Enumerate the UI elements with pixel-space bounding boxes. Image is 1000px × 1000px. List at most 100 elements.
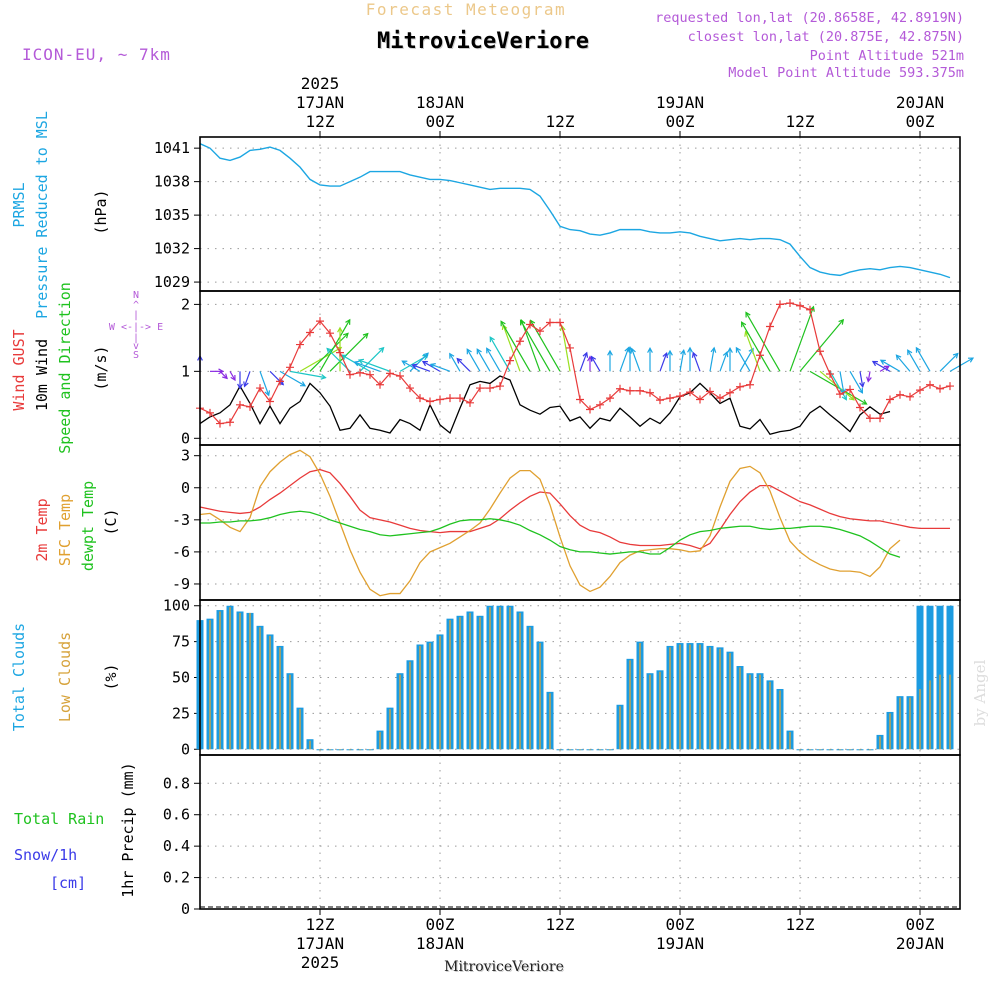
- pressure-panel-labels: PRMSL Pressure Reduced to MSL (hPa): [10, 111, 110, 319]
- wind-arrow-shaft: [358, 359, 391, 372]
- wind-arrow-head: [866, 376, 872, 383]
- wind-arrow-shaft: [449, 353, 461, 372]
- wind-arrow-head: [727, 346, 733, 353]
- top-x-label: 12Z: [306, 112, 335, 131]
- gust-marker: [696, 395, 704, 404]
- low-cloud-bar: [299, 709, 301, 750]
- watermark: by Angel: [971, 659, 989, 726]
- panel-1: 0 1 2: [181, 290, 975, 447]
- low-cloud-bar: [319, 749, 321, 751]
- low-cloud-bar: [729, 653, 731, 750]
- low-cloud-bar: [479, 617, 481, 750]
- wind-arrow-head: [456, 357, 463, 364]
- y-tick-label: 0: [181, 900, 190, 918]
- wind-arrow: [679, 349, 686, 372]
- wind-arrow-head: [486, 347, 492, 354]
- wind-arrow-head: [429, 363, 436, 369]
- wind-arrow-shaft: [799, 319, 844, 372]
- wind-arrow: [501, 323, 521, 372]
- y-tick-label: 1029: [154, 273, 190, 291]
- wind-arrow: [607, 349, 613, 372]
- gust-marker: [536, 327, 544, 336]
- wind-arrow: [949, 357, 975, 372]
- wind-arrow-shaft: [319, 319, 351, 372]
- wind-arrow-shaft: [289, 370, 326, 379]
- wind-arrow-shaft: [907, 349, 921, 372]
- low-cloud-bar: [679, 644, 681, 750]
- compass-down: v: [133, 341, 139, 352]
- wind-arrow-shaft: [745, 331, 761, 372]
- wind-arrow-head: [624, 346, 630, 353]
- low-cloud-bar: [739, 667, 741, 750]
- gust-marker: [766, 322, 774, 331]
- wind-arrow-shaft: [500, 320, 531, 372]
- low-cloud-bar: [709, 647, 711, 750]
- wind-arrow: [849, 371, 864, 394]
- low-cloud-bar: [569, 749, 571, 751]
- gust-marker: [746, 380, 754, 389]
- wind-arrow: [619, 346, 630, 372]
- cloud-unit-label: (%): [102, 663, 120, 690]
- wind-arrow-shaft: [809, 370, 867, 405]
- wind-arrow-head: [907, 349, 913, 356]
- wind-arrow-head: [607, 349, 613, 356]
- wind-arrow: [411, 363, 431, 372]
- gust-marker: [466, 398, 474, 407]
- wind-arrow-head: [662, 351, 668, 359]
- wind-arrow-shaft: [745, 312, 781, 372]
- bottom-x-label: 12Z: [786, 915, 815, 934]
- gust-marker: [596, 400, 604, 409]
- dewpt-label: dewpt Temp: [79, 481, 97, 571]
- location-title: MitroviceVeriore: [377, 29, 589, 54]
- wind-arrow-shaft: [849, 371, 863, 394]
- wind-arrow-shaft: [789, 306, 815, 372]
- gust-marker: [226, 418, 234, 427]
- wind-arrow-head: [218, 368, 225, 375]
- compass-n: N: [133, 290, 139, 301]
- gust-marker: [716, 394, 724, 403]
- y-tick-label: 0: [181, 429, 190, 447]
- low-cloud-bar: [289, 674, 291, 750]
- wind-arrow-shaft: [859, 371, 864, 387]
- wind-arrow-shaft: [829, 371, 847, 400]
- wind-arrow-head: [952, 352, 959, 359]
- wind-arrow-shaft: [735, 347, 751, 372]
- low-cloud-bar: [749, 674, 751, 750]
- wind-arrow-head: [841, 394, 847, 401]
- low-cloud-bar: [719, 648, 721, 750]
- wind-compass: N ^ | W <-|-> E | v S: [109, 290, 163, 361]
- panel-frame: [199, 136, 961, 292]
- wind-arrow-shaft: [489, 336, 511, 372]
- wind-arrow-head: [500, 320, 506, 327]
- wind-arrow-head: [353, 360, 360, 367]
- low-cloud-bar: [609, 749, 611, 751]
- compass-s: S: [133, 350, 139, 361]
- wind-arrow-shaft: [409, 352, 429, 372]
- gust-marker: [926, 380, 934, 389]
- compass-bar-bottom: |: [133, 333, 139, 344]
- gust-marker: [666, 394, 674, 403]
- low-cloud-bar: [649, 674, 651, 750]
- gust-marker: [836, 390, 844, 399]
- y-tick-label: 0: [181, 479, 190, 497]
- low-cloud-bar: [379, 732, 381, 750]
- wind-arrow-head: [895, 354, 902, 361]
- wind-arrow-shaft: [402, 360, 421, 372]
- y-tick-label: 1032: [154, 240, 190, 258]
- low-cloud-bar: [819, 749, 821, 751]
- wind-arrow: [907, 349, 921, 372]
- gust-marker: [286, 363, 294, 372]
- low-cloud-bar: [779, 690, 781, 750]
- low-cloud-bar: [239, 612, 241, 750]
- gust-marker: [556, 318, 564, 327]
- bottom-x-label: 12Z: [546, 915, 575, 934]
- gust-marker: [806, 305, 814, 314]
- wind-arrow-shaft: [915, 347, 931, 372]
- wind-panel-labels: Wind GUST 10m Wind Speed and Direction (…: [10, 282, 163, 454]
- wind-arrow-shaft: [895, 354, 911, 372]
- low-cloud-bar: [509, 607, 511, 750]
- gust-marker: [776, 300, 784, 309]
- wind-arrow-head: [735, 346, 741, 353]
- wind-arrow-head: [320, 374, 327, 380]
